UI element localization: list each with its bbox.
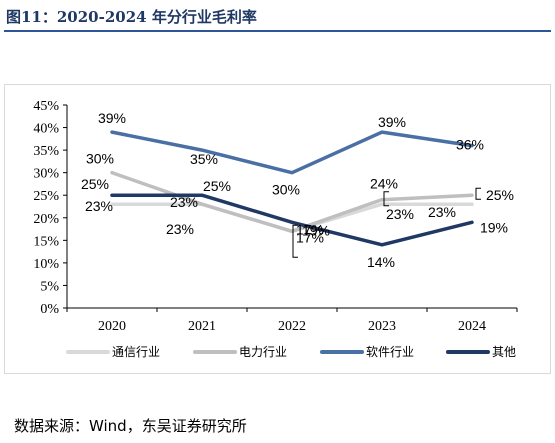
data-label: 23% <box>428 204 456 220</box>
y-tick-label: 0% <box>40 302 59 317</box>
data-label: 23% <box>386 206 414 222</box>
data-label: 23% <box>166 221 194 237</box>
x-tick-label: 2024 <box>458 319 486 334</box>
data-label: 19% <box>302 222 330 238</box>
y-tick-label: 5% <box>40 279 59 294</box>
x-tick-label: 2021 <box>188 319 216 334</box>
data-label: 23% <box>170 194 198 210</box>
chart-legend: 通信行业 电力行业 软件行业 其他 <box>66 345 516 359</box>
chart-data-labels: 23% 23% 17% 23% 23% 30% 23% 17% 24% 25% 39% 35% 30% 3… <box>81 110 514 270</box>
legend-label: 其他 <box>492 345 516 359</box>
series-line-2 <box>110 130 474 175</box>
label-leader <box>383 191 389 207</box>
data-label: 35% <box>190 151 218 167</box>
data-label: 17% <box>296 221 324 237</box>
y-tick-label: 15% <box>33 234 59 249</box>
legend-label: 电力行业 <box>239 345 287 359</box>
y-tick-label: 25% <box>33 189 59 204</box>
source-note: 数据来源：Wind，东吴证券研究所 <box>14 417 247 435</box>
label-leader <box>475 187 481 200</box>
data-label: 36% <box>456 137 484 153</box>
figure-title: 图11：2020-2024 年分行业毛利率 <box>6 8 257 26</box>
data-label: 25% <box>486 187 514 203</box>
x-tick-label: 2020 <box>98 319 126 334</box>
y-tick-label: 10% <box>33 257 59 272</box>
series-line-3 <box>110 193 474 247</box>
data-label: 25% <box>203 178 231 194</box>
data-label: 23% <box>85 198 113 214</box>
chart-series <box>110 130 474 247</box>
y-tick-label: 35% <box>33 144 59 159</box>
data-label: 39% <box>378 114 406 130</box>
data-label: 30% <box>86 151 114 167</box>
chart-frame <box>4 84 551 374</box>
y-tick-label: 30% <box>33 167 59 182</box>
y-tick-label: 45% <box>33 99 59 114</box>
data-label: 25% <box>81 176 109 192</box>
data-label: 39% <box>98 110 126 126</box>
data-label: 30% <box>272 182 300 198</box>
legend-label: 软件行业 <box>366 345 414 359</box>
y-tick-label: 40% <box>33 122 59 137</box>
title-divider <box>4 30 551 32</box>
data-label: 24% <box>370 176 398 192</box>
x-tick-label: 2022 <box>278 319 306 334</box>
data-label: 14% <box>367 254 395 270</box>
data-label: 19% <box>480 219 508 235</box>
legend-label: 通信行业 <box>112 345 160 359</box>
data-label: 17% <box>296 229 324 245</box>
label-leader <box>292 224 298 258</box>
x-tick-label: 2023 <box>368 319 396 334</box>
chart-axes: 0% 5% 10% 15% 20% 25% 30% 35% 40% 45% 2020 2021 2022… <box>33 99 518 334</box>
y-tick-label: 20% <box>33 212 59 227</box>
